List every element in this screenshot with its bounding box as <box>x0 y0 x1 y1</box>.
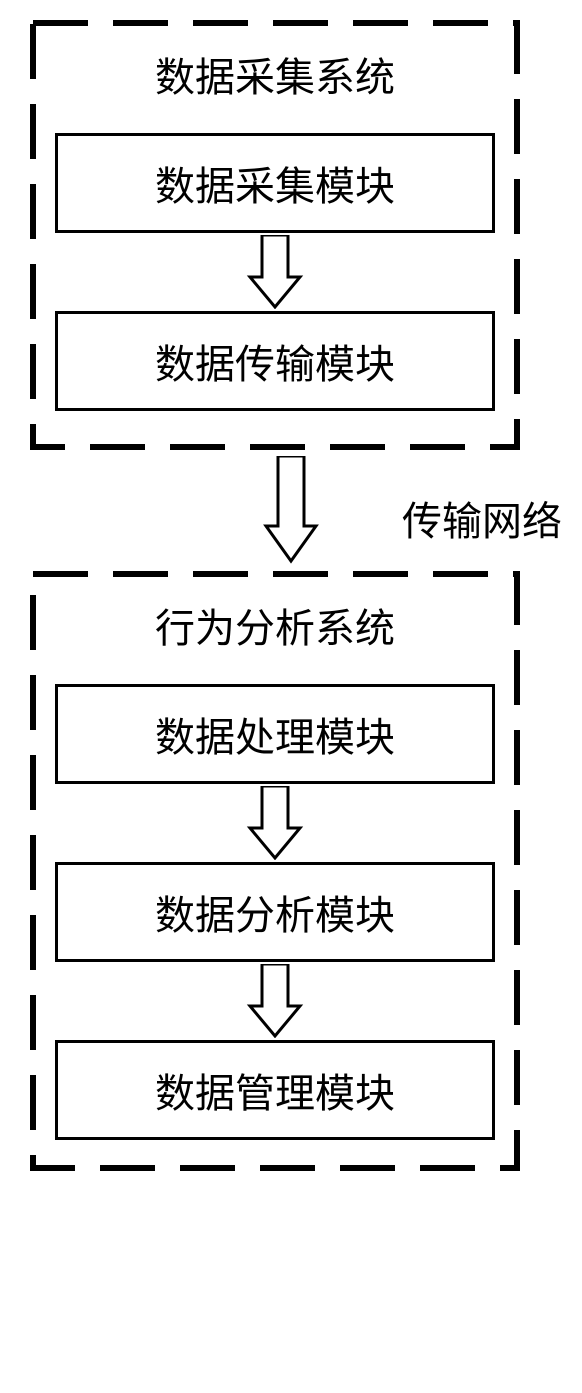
module-data-transmission: 数据传输模块 <box>55 311 495 411</box>
arrow <box>55 784 495 862</box>
module-data-analysis: 数据分析模块 <box>55 862 495 962</box>
system-box-data-collection: 数据采集系统 数据采集模块 数据传输模块 <box>30 20 520 451</box>
module-data-collection: 数据采集模块 <box>55 133 495 233</box>
down-arrow-icon <box>245 964 305 1038</box>
system-connector: 传输网络 <box>30 451 552 571</box>
module-data-processing: 数据处理模块 <box>55 684 495 784</box>
down-arrow-icon <box>245 235 305 309</box>
system-box-behavior-analysis: 行为分析系统 数据处理模块 数据分析模块 数据管理模块 <box>30 571 520 1185</box>
arrow <box>55 962 495 1040</box>
arrow <box>55 233 495 311</box>
module-data-management: 数据管理模块 <box>55 1040 495 1140</box>
connector-label: 传输网络 <box>402 489 562 547</box>
system-title: 数据采集系统 <box>55 45 495 103</box>
down-arrow-icon <box>245 786 305 860</box>
down-arrow-icon <box>261 456 321 566</box>
system-title: 行为分析系统 <box>55 596 495 654</box>
